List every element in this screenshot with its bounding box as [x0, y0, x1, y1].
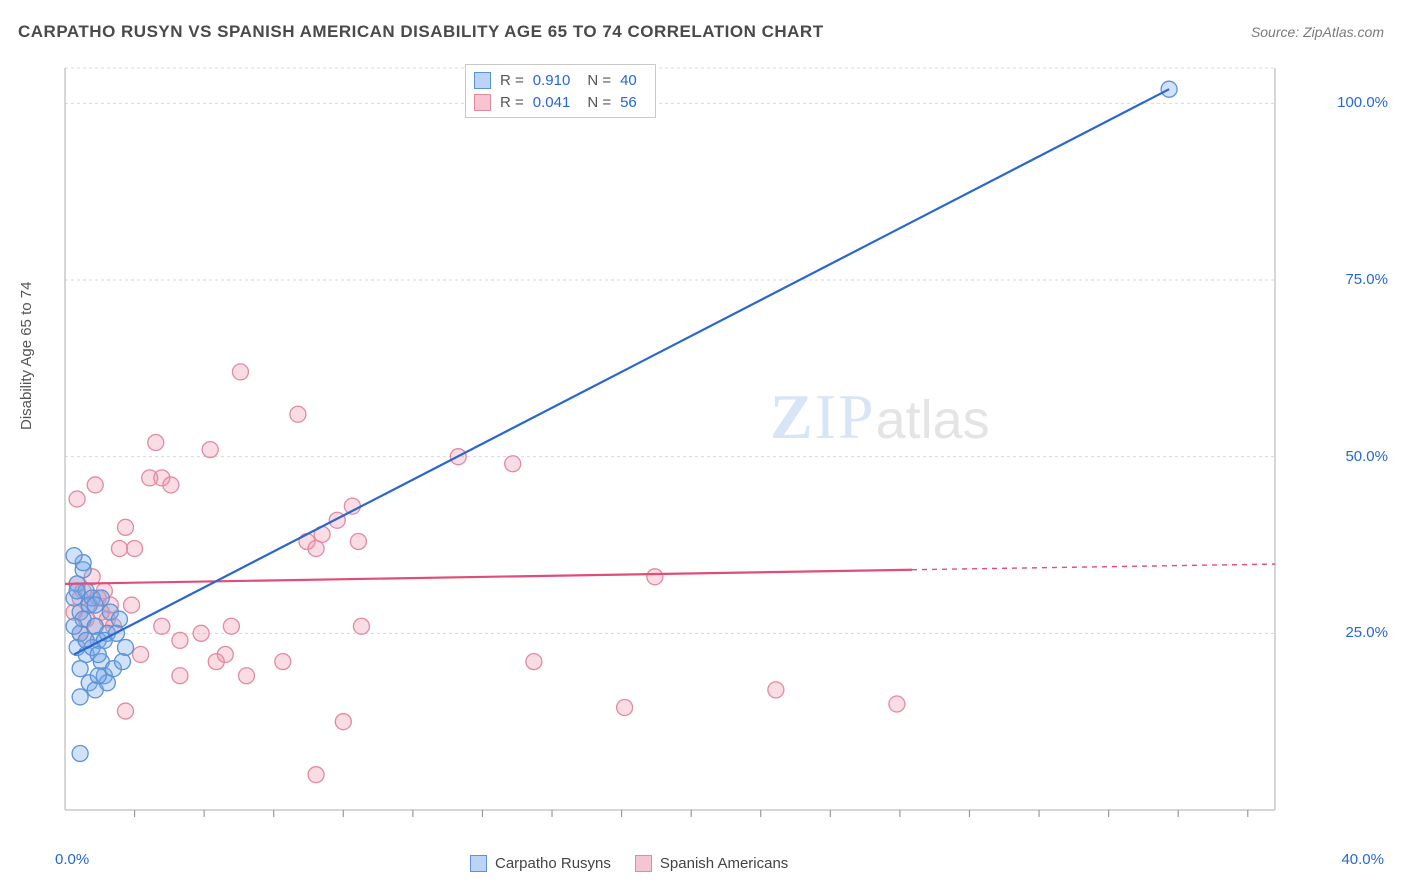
legend-item: Spanish Americans	[635, 855, 788, 872]
series-legend: Carpatho Rusyns Spanish Americans	[470, 855, 788, 872]
y-tick-label: 75.0%	[1345, 271, 1388, 288]
legend-swatch	[635, 855, 652, 872]
legend-row: R = 0.910 N = 40	[474, 69, 645, 91]
x-axis-start-label: 0.0%	[55, 851, 89, 868]
legend-swatch	[470, 855, 487, 872]
scatter-chart	[55, 60, 1345, 830]
legend-n-label: N =	[587, 72, 611, 89]
legend-label: Carpatho Rusyns	[495, 855, 611, 872]
legend-n-value: 40	[620, 72, 637, 89]
legend-r-value: 0.910	[533, 72, 571, 89]
y-axis-label: Disability Age 65 to 74	[18, 282, 35, 430]
y-tick-label: 25.0%	[1345, 624, 1388, 641]
legend-swatch	[474, 94, 491, 111]
legend-r-value: 0.041	[533, 94, 571, 111]
legend-item: Carpatho Rusyns	[470, 855, 611, 872]
legend-row: R = 0.041 N = 56	[474, 91, 645, 113]
source-label: Source: ZipAtlas.com	[1251, 24, 1384, 40]
legend-r-label: R =	[500, 94, 524, 111]
legend-label: Spanish Americans	[660, 855, 788, 872]
chart-title: CARPATHO RUSYN VS SPANISH AMERICAN DISAB…	[18, 22, 824, 42]
y-tick-label: 50.0%	[1345, 448, 1388, 465]
legend-r-label: R =	[500, 72, 524, 89]
legend-n-value: 56	[620, 94, 637, 111]
chart-area	[55, 60, 1345, 830]
legend-n-label: N =	[587, 94, 611, 111]
legend-swatch	[474, 72, 491, 89]
correlation-legend: R = 0.910 N = 40 R = 0.041 N = 56	[465, 64, 656, 118]
x-axis-end-label: 40.0%	[1341, 851, 1384, 868]
y-tick-label: 100.0%	[1337, 94, 1388, 111]
